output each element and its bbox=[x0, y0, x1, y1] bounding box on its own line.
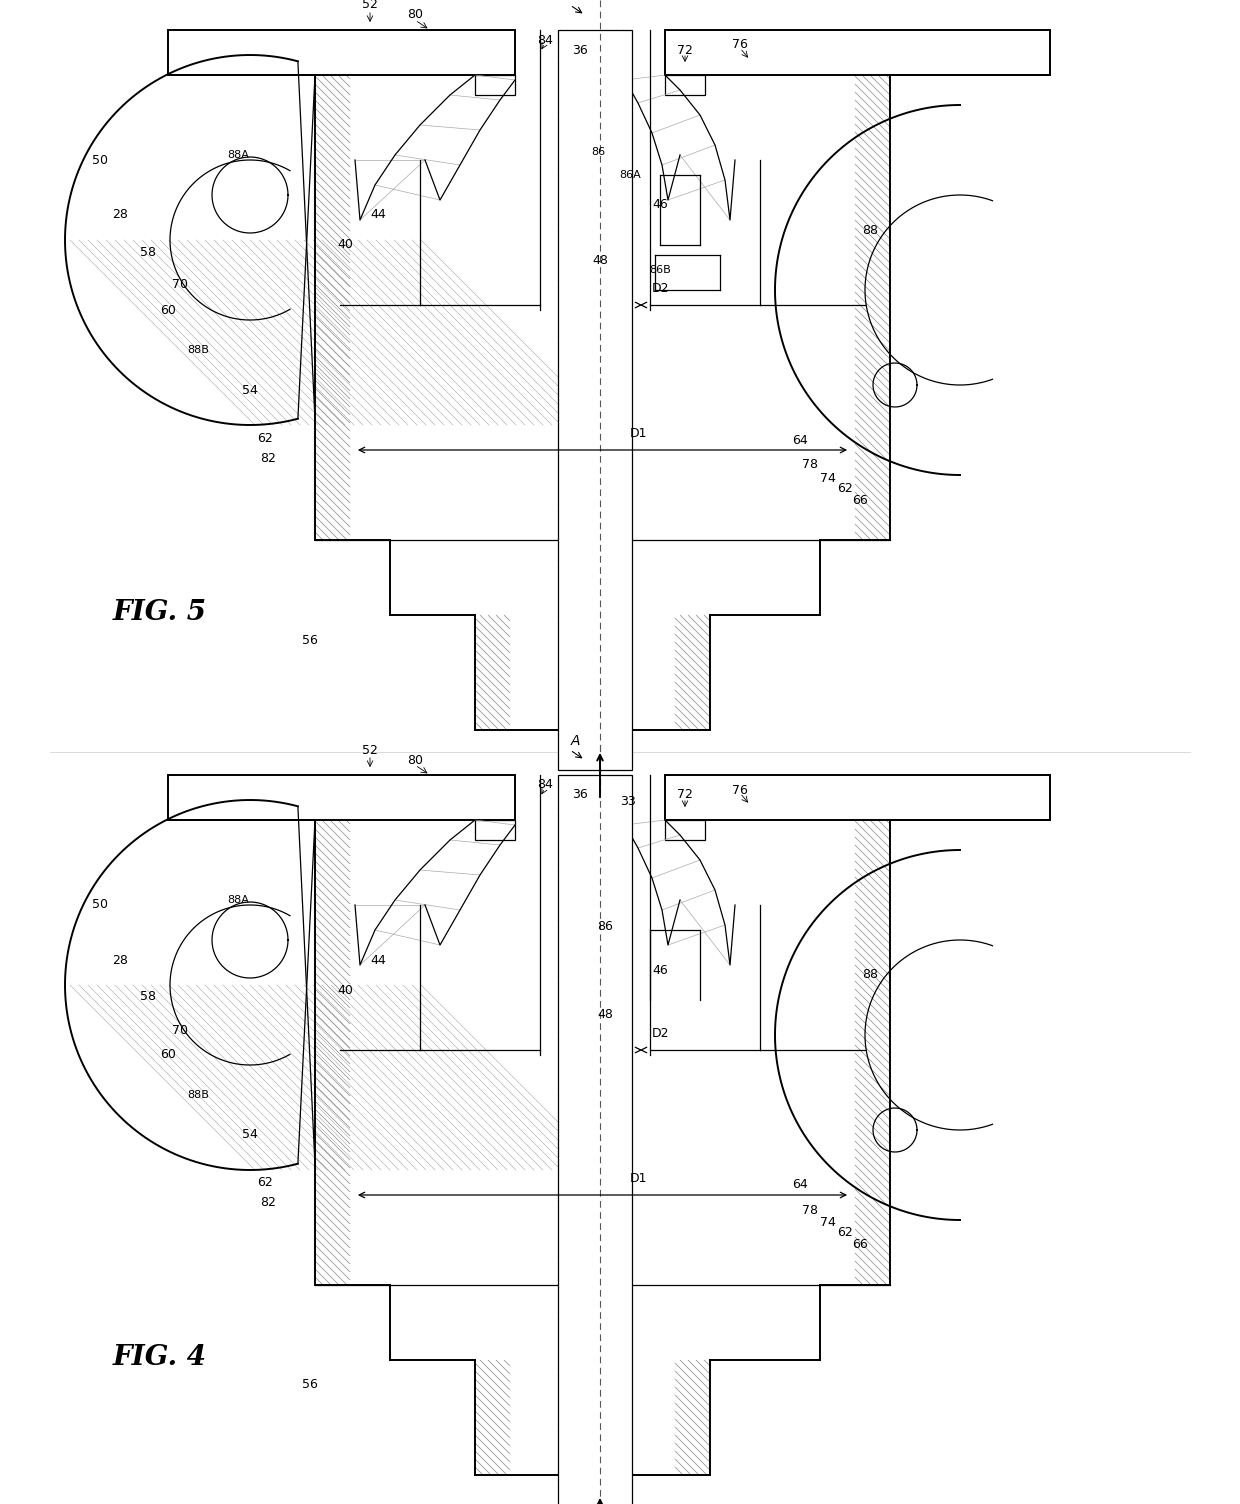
Bar bbox=[665, 820, 706, 841]
Text: 62: 62 bbox=[837, 481, 853, 495]
Text: 88A: 88A bbox=[227, 895, 249, 905]
Text: 82: 82 bbox=[260, 451, 277, 465]
Text: 64: 64 bbox=[792, 1179, 808, 1191]
Text: 74: 74 bbox=[820, 471, 836, 484]
Text: D2: D2 bbox=[652, 283, 670, 295]
Text: 88: 88 bbox=[862, 224, 878, 236]
Text: 88B: 88B bbox=[187, 344, 208, 355]
Text: 62: 62 bbox=[257, 432, 273, 445]
Bar bbox=[558, 775, 632, 1504]
Bar bbox=[475, 75, 515, 95]
Text: 52: 52 bbox=[362, 0, 378, 12]
Text: D1: D1 bbox=[630, 427, 647, 441]
Text: 80: 80 bbox=[407, 754, 423, 767]
Text: 33: 33 bbox=[620, 796, 636, 808]
Text: FIG. 4: FIG. 4 bbox=[113, 1345, 207, 1372]
Text: 78: 78 bbox=[802, 1203, 818, 1217]
Text: 56: 56 bbox=[303, 1379, 317, 1391]
Text: 36: 36 bbox=[572, 44, 588, 57]
Text: 62: 62 bbox=[257, 1176, 273, 1190]
Text: 28: 28 bbox=[112, 954, 128, 967]
Text: 72: 72 bbox=[677, 44, 693, 57]
Text: 88B: 88B bbox=[187, 1090, 208, 1099]
Text: 82: 82 bbox=[260, 1197, 277, 1209]
Bar bbox=[167, 30, 515, 75]
Text: 88: 88 bbox=[862, 969, 878, 982]
Text: 86B: 86B bbox=[649, 265, 671, 275]
Text: A: A bbox=[570, 0, 580, 3]
Text: 80: 80 bbox=[407, 9, 423, 21]
Text: 66: 66 bbox=[852, 1238, 868, 1251]
Text: 54: 54 bbox=[242, 1128, 258, 1142]
Bar bbox=[558, 30, 632, 770]
Text: 46: 46 bbox=[652, 964, 668, 976]
Text: 28: 28 bbox=[112, 209, 128, 221]
Text: 60: 60 bbox=[160, 304, 176, 316]
Text: 86: 86 bbox=[591, 147, 605, 156]
Bar bbox=[665, 30, 1050, 75]
Text: 66: 66 bbox=[852, 493, 868, 507]
Text: 86: 86 bbox=[598, 920, 613, 934]
Bar bbox=[665, 75, 706, 95]
Bar bbox=[665, 775, 1050, 820]
Text: 86A: 86A bbox=[619, 170, 641, 180]
Text: A: A bbox=[570, 734, 580, 747]
Text: 54: 54 bbox=[242, 384, 258, 397]
Text: 50: 50 bbox=[92, 153, 108, 167]
Text: 50: 50 bbox=[92, 898, 108, 911]
Text: 56: 56 bbox=[303, 633, 317, 647]
Text: 58: 58 bbox=[140, 991, 156, 1003]
Text: 84: 84 bbox=[537, 33, 553, 47]
Text: 88A: 88A bbox=[227, 150, 249, 159]
Text: 58: 58 bbox=[140, 245, 156, 259]
Text: 78: 78 bbox=[802, 459, 818, 471]
Text: 62: 62 bbox=[837, 1226, 853, 1239]
Text: 76: 76 bbox=[732, 784, 748, 797]
Text: 44: 44 bbox=[370, 209, 386, 221]
Text: 70: 70 bbox=[172, 1024, 188, 1036]
Text: 44: 44 bbox=[370, 954, 386, 967]
Text: 48: 48 bbox=[591, 254, 608, 266]
Text: D2: D2 bbox=[652, 1027, 670, 1039]
Text: 52: 52 bbox=[362, 743, 378, 757]
Text: 70: 70 bbox=[172, 278, 188, 292]
Bar bbox=[167, 775, 515, 820]
Text: D1: D1 bbox=[630, 1172, 647, 1185]
Text: FIG. 5: FIG. 5 bbox=[113, 599, 207, 626]
Text: 48: 48 bbox=[598, 1009, 613, 1021]
Text: 46: 46 bbox=[652, 199, 668, 212]
Text: 36: 36 bbox=[572, 788, 588, 802]
Text: 72: 72 bbox=[677, 788, 693, 802]
Text: 84: 84 bbox=[537, 779, 553, 791]
Text: 40: 40 bbox=[337, 239, 353, 251]
Text: 64: 64 bbox=[792, 433, 808, 447]
Text: 60: 60 bbox=[160, 1048, 176, 1062]
Text: 40: 40 bbox=[337, 984, 353, 997]
Text: 74: 74 bbox=[820, 1217, 836, 1229]
Text: 76: 76 bbox=[732, 39, 748, 51]
Bar bbox=[475, 820, 515, 841]
